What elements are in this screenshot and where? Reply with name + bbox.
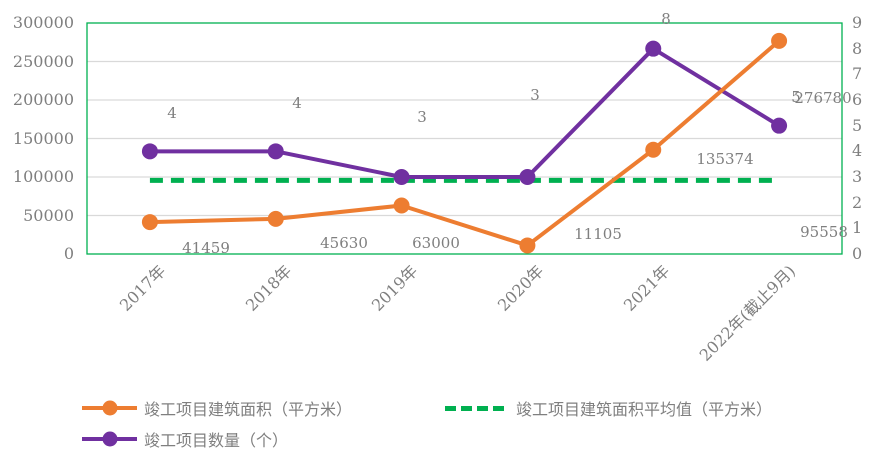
count-series-marker [393,169,410,185]
legend-marker-dot-icon [102,400,117,416]
area-series-marker [393,197,410,214]
legend-dashed-swatch-icon [445,405,509,411]
area-series-marker [771,32,788,49]
area-series-line [147,38,782,248]
count-series-marker [519,169,536,185]
legend-label-area: 竣工项目建筑面积（平方米） [144,400,353,419]
legend-label-count: 竣工项目数量（个） [144,431,289,450]
legend-marker-dot-icon [102,431,117,447]
count-series-line [147,46,782,179]
area-series-marker [519,237,536,254]
legend-item-average-series: 竣工项目建筑面积平均值（平方米） [445,399,773,419]
count-series-marker [141,143,158,160]
legend-line-swatch-icon [82,400,137,416]
count-series-marker [771,117,788,134]
count-series-marker [267,143,284,160]
legend-item-area-series: 竣工项目建筑面积（平方米） [82,399,353,419]
plot-border [86,22,843,255]
area-series-marker [645,141,662,158]
legend-item-count-series: 竣工项目数量（个） [82,430,289,450]
count-series-marker [645,40,662,57]
area-series-marker [267,210,284,227]
area-series-marker [141,214,158,231]
legend-label-average: 竣工项目建筑面积平均值（平方米） [516,400,773,419]
legend-line-swatch-icon [82,431,137,447]
